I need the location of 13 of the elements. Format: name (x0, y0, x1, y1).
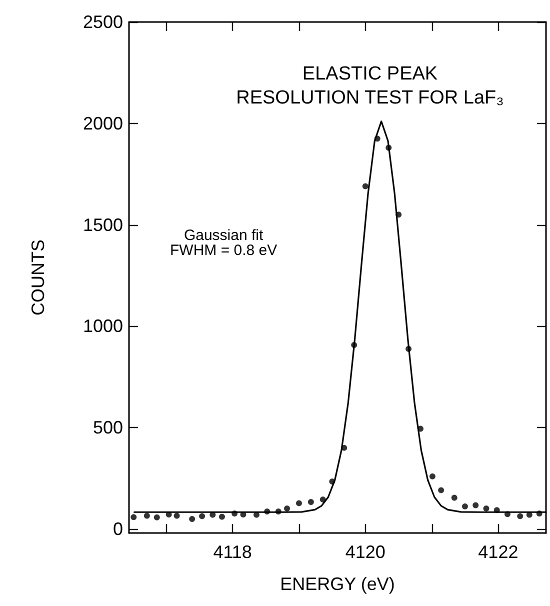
x-tick-label: 4118 (213, 542, 252, 562)
y-tick-label: 2000 (82, 113, 123, 134)
x-tick-label: 4122 (478, 542, 518, 562)
text: ELASTIC PEAK RESOLUTION TEST FOR LaF₃ (236, 64, 504, 108)
annotation: Gaussian fit FWHM = 0.8 eV (170, 227, 278, 259)
y-tick-label: 1000 (82, 316, 123, 336)
x-tick-label: 4120 (345, 542, 386, 562)
y-tick-label: 0 (112, 518, 123, 539)
y-tick-label: 500 (92, 418, 123, 438)
y-tick-label: 2500 (82, 12, 123, 32)
x-axis-title: ENERGY (eV) (280, 574, 395, 594)
y-tick-label: 1500 (82, 214, 123, 235)
y-axis-title: COUNTS (28, 240, 48, 316)
